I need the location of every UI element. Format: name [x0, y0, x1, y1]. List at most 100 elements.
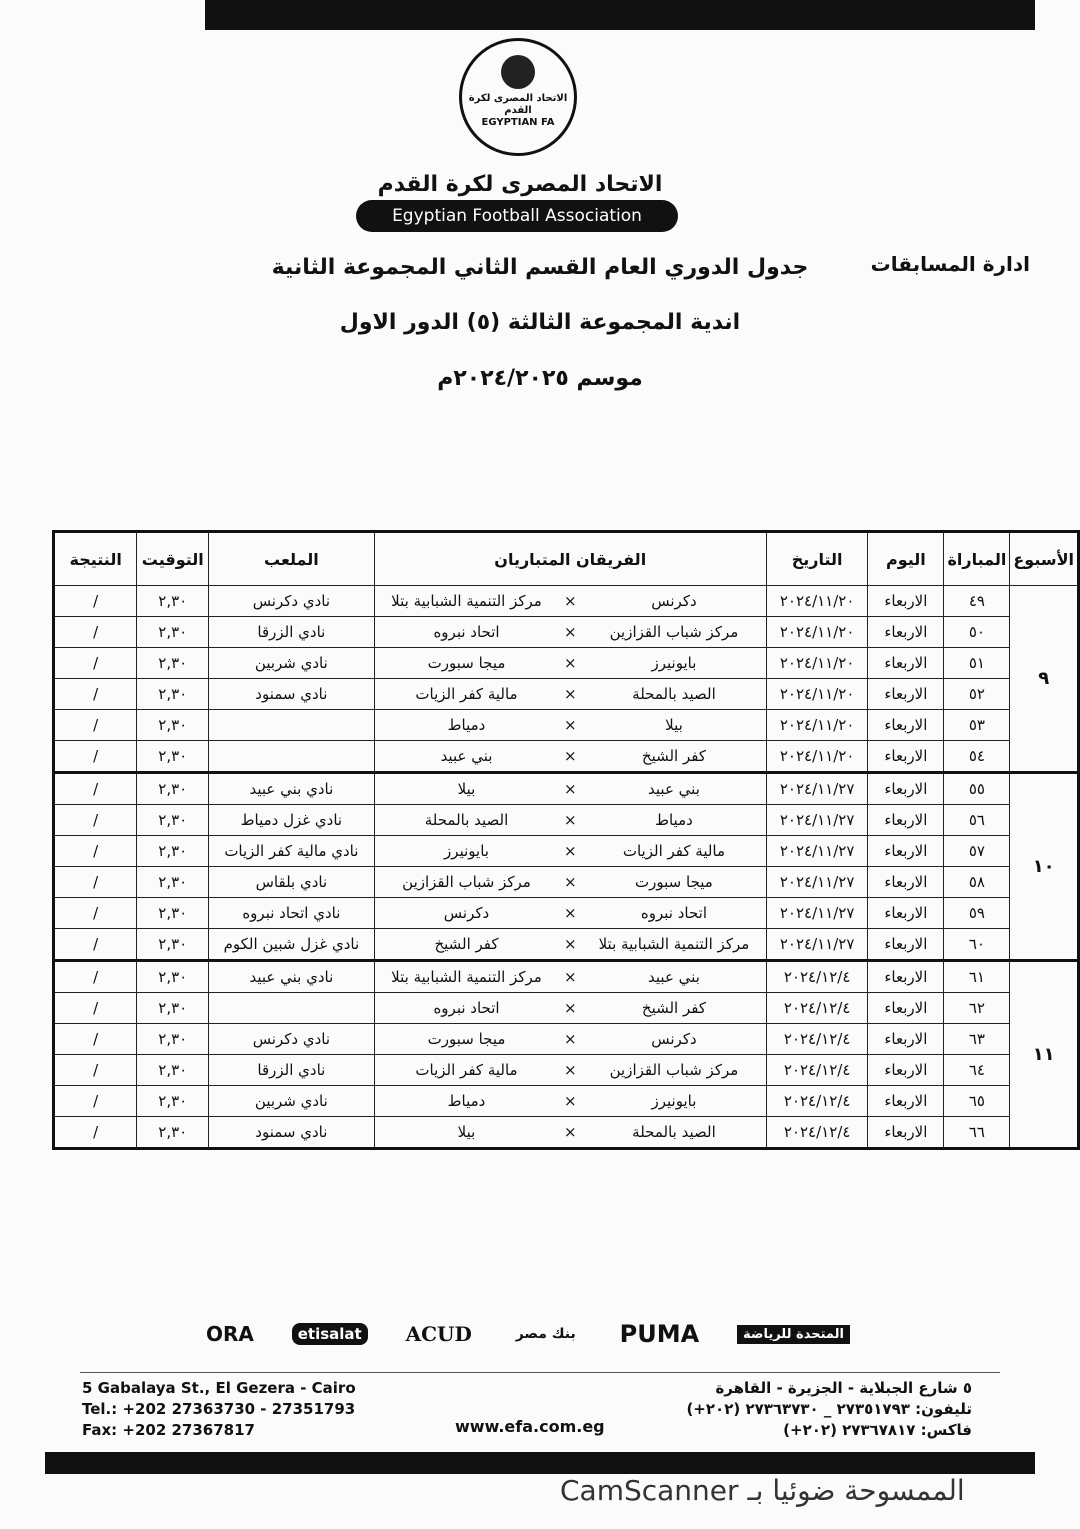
match-date: ٢٠٢٤/١٢/٤: [783, 1092, 851, 1110]
match-day: الاربعاء: [867, 866, 945, 898]
address-en: 5 Gabalaya St., El Gezera - Cairo Tel.: …: [82, 1378, 356, 1441]
sponsor: ORA: [206, 1322, 254, 1346]
stadium: نادي غزل شبين الكوم: [208, 928, 375, 961]
match-date: ٢٠٢٤/١١/٢٠: [779, 716, 855, 734]
result: /: [52, 928, 138, 961]
versus: ×: [563, 873, 577, 891]
teams-cell: مركز شباب القزازين × مالية كفر الزيات: [373, 1054, 767, 1086]
match-day: الاربعاء: [867, 1054, 945, 1086]
home-team: ميجا سبورت: [635, 873, 713, 891]
match-row: ٦٠ الاربعاء ٢٠٢٤/١١/٢٧ مركز التنمية الشبابي…: [52, 928, 1079, 961]
stadium: [208, 709, 375, 741]
match-date-cell: ٢٠٢٤/١٢/٤: [765, 959, 869, 993]
match-date: ٢٠٢٤/١٢/٤: [783, 1061, 851, 1079]
match-day: الاربعاء: [867, 804, 945, 836]
title: جدول الدوري العام القسم الثاني المجموعة …: [271, 255, 809, 280]
away-team: بيلا: [457, 1123, 476, 1141]
website: www.efa.com.eg: [455, 1417, 605, 1436]
teams: ميجا سبورت × مركز شباب القزازين: [378, 873, 763, 891]
teams: دمياط × الصيد بالمحلة: [378, 811, 763, 829]
versus: ×: [563, 935, 577, 953]
versus: ×: [563, 654, 577, 672]
teams-cell: بني عبيد × مركز التنمية الشبابية بتلا: [373, 959, 767, 993]
stadium: نادي سمنود: [208, 678, 375, 710]
sponsor: المتحدة للرياضة: [737, 1324, 850, 1344]
teams: دكرنس × مركز التنمية الشبابية بتلا: [378, 592, 763, 610]
logo-text: EGYPTIAN FA: [481, 117, 555, 128]
kickoff-time: ٢,٣٠: [136, 804, 210, 836]
address-line: تليفون: ٢٧٣٥١٧٩٣ _ ٢٧٣٦٣٧٣٠ (٢٠٢+): [686, 1400, 972, 1418]
match-date-cell: ٢٠٢٤/١١/٢٠: [765, 678, 869, 710]
away-team: مركز التنمية الشبابية بتلا: [391, 968, 542, 986]
teams: بني عبيد × بيلا: [378, 780, 763, 798]
match-number: ٥٥: [943, 771, 1011, 805]
match-day: الاربعاء: [867, 740, 945, 773]
match-row: ٥٨ الاربعاء ٢٠٢٤/١١/٢٧ ميجا سبورت × مركز شباب…: [52, 866, 1079, 898]
home-team: مركز شباب القزازين: [609, 623, 739, 641]
match-date: ٢٠٢٤/١١/٢٧: [779, 811, 855, 829]
kickoff-time: ٢,٣٠: [136, 1023, 210, 1055]
versus: ×: [563, 716, 577, 734]
stadium: [208, 992, 375, 1024]
match-date-cell: ٢٠٢٤/١٢/٤: [765, 1054, 869, 1086]
match-day: الاربعاء: [867, 1023, 945, 1055]
teams: الصيد بالمحلة × بيلا: [378, 1123, 763, 1141]
match-date-cell: ٢٠٢٤/١١/٢٠: [765, 709, 869, 741]
match-date-cell: ٢٠٢٤/١١/٢٧: [765, 835, 869, 867]
result: /: [52, 959, 138, 993]
week-cell: ١١: [1009, 959, 1079, 1149]
stadium: نادي دكرنس: [208, 1023, 375, 1055]
org-name: الاتحاد المصرى لكرة القدم: [377, 172, 663, 197]
match-row: ٥٩ الاربعاء ٢٠٢٤/١١/٢٧ اتحاد نبروه × دكرنس ناد…: [52, 897, 1079, 929]
match-row: ٦٣ الاربعاء ٢٠٢٤/١٢/٤ دكرنس × ميجا سبورت نادي …: [52, 1023, 1079, 1055]
match-number: ٥٧: [943, 835, 1011, 867]
match-day: الاربعاء: [867, 771, 945, 805]
match-date: ٢٠٢٤/١٢/٤: [783, 1123, 851, 1141]
match-day: الاربعاء: [867, 835, 945, 867]
subtitle: اندية المجموعة الثالثة (٥) الدور الاول: [339, 310, 741, 335]
logo: الاتحاد المصرى لكرة القدم EGYPTIAN FA: [459, 38, 577, 156]
away-team: اتحاد نبروه: [433, 623, 500, 641]
away-team: بيلا: [457, 780, 476, 798]
versus: ×: [563, 780, 577, 798]
table-body: ٩ ٤٩ الاربعاء ٢٠٢٤/١١/٢٠ دكرنس × مركز التنمية …: [52, 585, 1079, 1149]
home-team: بايونيرز: [651, 654, 697, 672]
match-day: الاربعاء: [867, 585, 945, 617]
home-team: دمياط: [655, 811, 693, 829]
column-header: التاريخ: [765, 531, 869, 586]
result: /: [52, 866, 138, 898]
teams-cell: دكرنس × ميجا سبورت: [373, 1023, 767, 1055]
teams: كفر الشيخ × بني عبيد: [378, 747, 763, 765]
match-number: ٦٤: [943, 1054, 1011, 1086]
match-date-cell: ٢٠٢٤/١١/٢٠: [765, 616, 869, 648]
address-line: ٥ شارع الجبلاية - الجزيرة - القاهرة: [715, 1379, 972, 1397]
stadium: [208, 740, 375, 773]
match-row: ٩ ٤٩ الاربعاء ٢٠٢٤/١١/٢٠ دكرنس × مركز التنمية …: [52, 585, 1079, 773]
match-date: ٢٠٢٤/١١/٢٧: [779, 935, 855, 953]
home-team: اتحاد نبروه: [640, 904, 708, 922]
stadium: نادي مالية كفر الزيات: [208, 835, 375, 867]
match-day: الاربعاء: [867, 959, 945, 993]
match-number: ٥١: [943, 647, 1011, 679]
away-team: دكرنس: [443, 904, 490, 922]
match-number: ٦٦: [943, 1116, 1011, 1149]
home-team: الصيد بالمحلة: [632, 1123, 716, 1141]
result: /: [52, 992, 138, 1024]
match-date: ٢٠٢٤/١١/٢٠: [779, 685, 855, 703]
versus: ×: [563, 968, 577, 986]
address-line: Tel.: +202 27363730 - 27351793: [82, 1400, 356, 1418]
teams-cell: مالية كفر الزيات × بايونيرز: [373, 835, 767, 867]
home-team: بني عبيد: [648, 968, 700, 986]
divider: [80, 1372, 1000, 1373]
home-team: بني عبيد: [648, 780, 700, 798]
result: /: [52, 897, 138, 929]
stadium: نادي بني عبيد: [208, 959, 375, 993]
match-row: ٥٧ الاربعاء ٢٠٢٤/١١/٢٧ مالية كفر الزيات × باي…: [52, 835, 1079, 867]
match-row: ٦٤ الاربعاء ٢٠٢٤/١٢/٤ مركز شباب القزازين × ما…: [52, 1054, 1079, 1086]
home-team: دكرنس: [651, 1030, 697, 1048]
versus: ×: [563, 811, 577, 829]
match-date-cell: ٢٠٢٤/١١/٢٧: [765, 928, 869, 961]
teams-cell: مركز شباب القزازين × اتحاد نبروه: [373, 616, 767, 648]
versus: ×: [563, 685, 577, 703]
away-team: ميجا سبورت: [427, 1030, 506, 1048]
